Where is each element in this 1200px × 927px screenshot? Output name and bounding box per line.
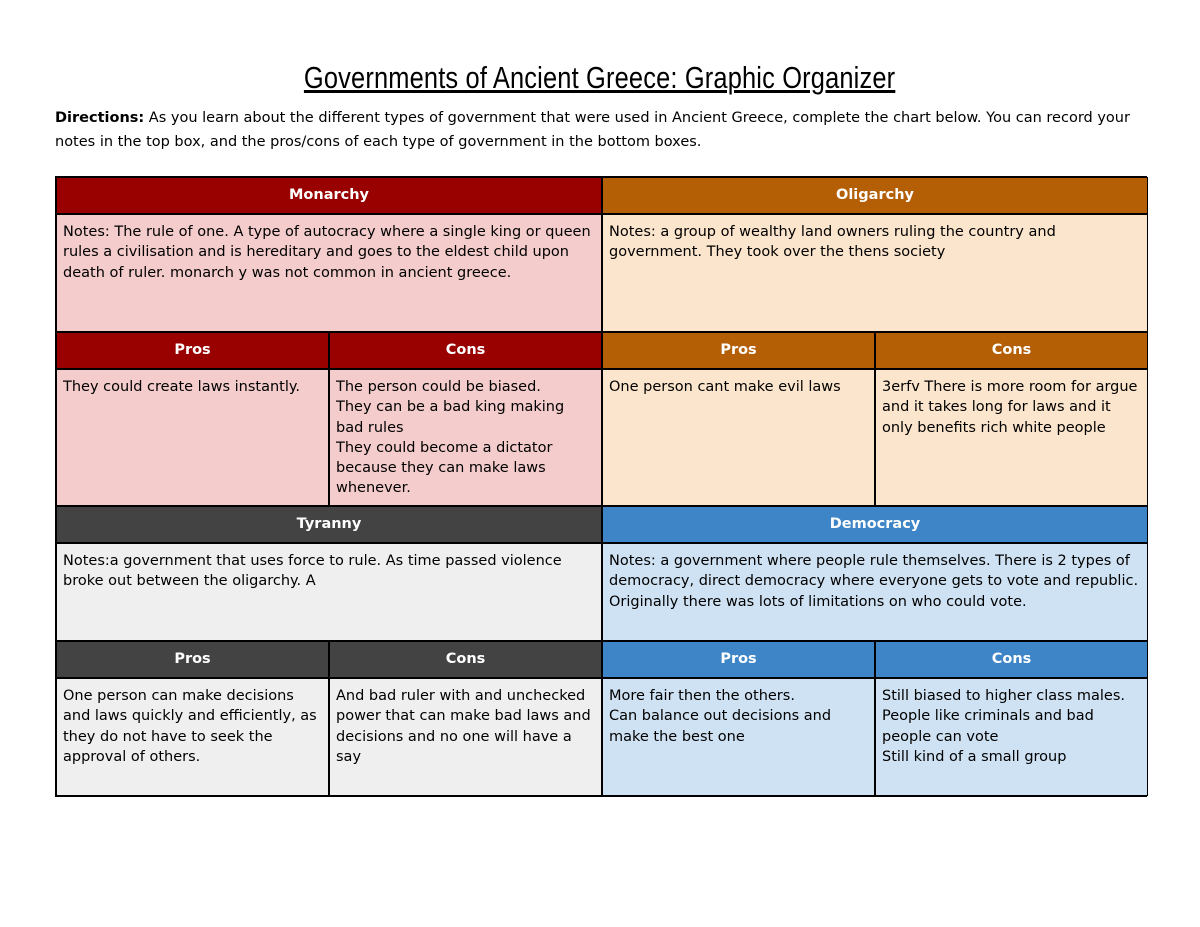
tyranny-pros[interactable]: One person can make decisions and laws q…: [56, 678, 329, 796]
monarchy-pros-header: Pros: [56, 332, 329, 369]
oligarchy-header: Oligarchy: [602, 177, 1148, 214]
tyranny-cons[interactable]: And bad ruler with and unchecked power t…: [329, 678, 602, 796]
monarchy-cons[interactable]: The person could be biased. They can be …: [329, 369, 602, 506]
monarchy-cons-header: Cons: [329, 332, 602, 369]
tyranny-header: Tyranny: [56, 506, 602, 543]
monarchy-pros[interactable]: They could create laws instantly.: [56, 369, 329, 506]
tyranny-cons-header: Cons: [329, 641, 602, 678]
organizer-table: Monarchy Oligarchy Notes: The rule of on…: [55, 176, 1148, 797]
democracy-header: Democracy: [602, 506, 1148, 543]
oligarchy-cons-header: Cons: [875, 332, 1148, 369]
directions-label: Directions:: [55, 110, 145, 126]
title-text: Governments of Ancient Greece: Graphic O…: [304, 60, 896, 95]
democracy-pros[interactable]: More fair then the others. Can balance o…: [602, 678, 875, 796]
oligarchy-pros-header: Pros: [602, 332, 875, 369]
page-title: Governments of Ancient Greece: Graphic O…: [0, 60, 1200, 96]
monarchy-notes[interactable]: Notes: The rule of one. A type of autocr…: [56, 214, 602, 332]
directions: Directions: As you learn about the diffe…: [55, 106, 1150, 154]
democracy-notes[interactable]: Notes: a government where people rule th…: [602, 543, 1148, 641]
oligarchy-notes[interactable]: Notes: a group of wealthy land owners ru…: [602, 214, 1148, 332]
oligarchy-pros[interactable]: One person cant make evil laws: [602, 369, 875, 506]
democracy-cons-header: Cons: [875, 641, 1148, 678]
tyranny-notes[interactable]: Notes:a government that uses force to ru…: [56, 543, 602, 641]
directions-text: As you learn about the different types o…: [55, 110, 1130, 150]
democracy-pros-header: Pros: [602, 641, 875, 678]
democracy-cons[interactable]: Still biased to higher class males. Peop…: [875, 678, 1148, 796]
oligarchy-cons[interactable]: 3erfv There is more room for argue and i…: [875, 369, 1148, 506]
monarchy-header: Monarchy: [56, 177, 602, 214]
tyranny-pros-header: Pros: [56, 641, 329, 678]
